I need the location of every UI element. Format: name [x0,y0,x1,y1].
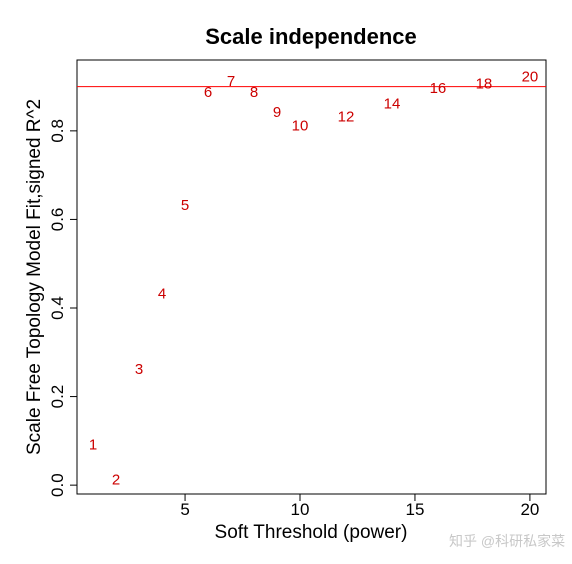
point-label-6: 6 [204,84,212,101]
x-tick-label: 15 [405,500,424,519]
plot-frame [76,59,547,495]
y-tick-label: 0.6 [48,208,67,232]
point-label-7: 7 [227,73,235,90]
y-tick-label: 0.4 [48,296,67,320]
point-label-16: 16 [430,80,447,97]
y-axis: 0.0 0.2 0.4 0.6 0.8 [48,119,77,497]
x-tick-label: 10 [291,500,310,519]
y-tick-label: 0.2 [48,385,67,409]
point-label-3: 3 [135,361,143,378]
x-axis: 5 10 15 20 [180,494,539,519]
x-tick-label: 5 [180,500,189,519]
point-label-20: 20 [522,69,539,86]
point-label-2: 2 [112,472,120,489]
point-label-1: 1 [89,436,97,453]
point-label-18: 18 [476,75,493,92]
point-label-4: 4 [158,286,166,303]
x-axis-label: Soft Threshold (power) [215,522,408,543]
point-label-9: 9 [273,104,281,121]
point-label-8: 8 [250,84,258,101]
chart-title: Scale independence [205,24,417,49]
point-label-5: 5 [181,197,189,214]
y-axis-label: Scale Free Topology Model Fit,signed R^2 [24,99,45,455]
y-tick-label: 0.0 [48,473,67,497]
x-tick-label: 20 [520,500,539,519]
point-label-10: 10 [292,117,309,134]
watermark: 知乎 @科研私家菜 [449,533,565,549]
y-tick-label: 0.8 [48,119,67,143]
point-label-12: 12 [338,109,355,126]
point-label-14: 14 [384,95,401,112]
